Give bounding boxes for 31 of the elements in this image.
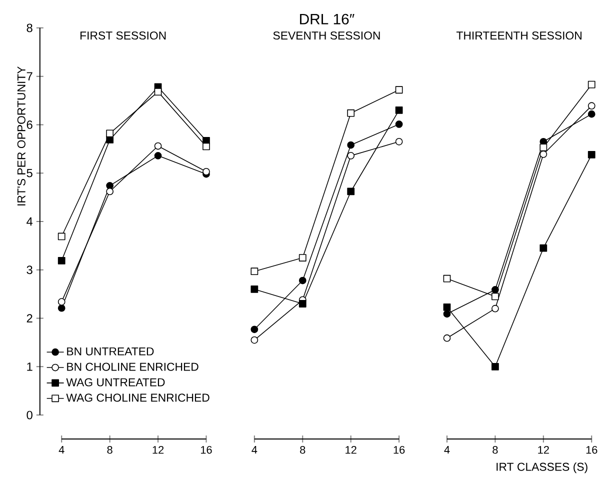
x-axis-title: IRT CLASSES (S): [496, 462, 588, 474]
x-tick-label: 8: [492, 446, 498, 454]
x-tick-label: 8: [300, 446, 306, 454]
x-tick-label: 16: [394, 446, 405, 454]
legend-label: WAG UNTREATED: [66, 378, 165, 386]
x-tick-label: 4: [444, 446, 450, 454]
legend-label: WAG CHOLINE ENRICHED: [66, 394, 210, 402]
x-tick-label: 12: [152, 446, 164, 454]
chart-title: FIRST SESSION: [80, 32, 166, 40]
x-tick-label: 16: [200, 446, 212, 454]
y-tick-label: 4: [26, 217, 33, 226]
legend-label: BN CHOLINE ENRICHED: [67, 362, 198, 371]
legend-label: BN UNTREATED: [67, 348, 154, 356]
x-tick-label: 8: [107, 446, 112, 454]
y-tick-label: 2: [26, 314, 32, 322]
y-tick-label: 5: [26, 168, 32, 178]
chart-title: THIRTEENTH SESSION: [456, 32, 582, 40]
y-tick-label: 1: [27, 362, 32, 371]
x-tick-label: 12: [346, 446, 356, 454]
x-tick-label: 4: [58, 446, 64, 454]
y-tick-label: 6: [26, 120, 32, 129]
text: DRL 16″: [300, 14, 354, 24]
y-tick-label: 7: [26, 72, 32, 80]
x-tick-label: 4: [252, 446, 258, 454]
y-tick-label: 8: [26, 24, 32, 32]
chart-title: SEVENTH SESSION: [273, 32, 380, 40]
x-tick-label: 16: [586, 446, 598, 454]
y-axis-title: IRT'S PER OPPORTUNITY: [17, 66, 26, 206]
y-tick-label: 0: [26, 410, 32, 420]
x-tick-label: 12: [538, 446, 549, 454]
y-tick-label: 3: [26, 266, 32, 274]
